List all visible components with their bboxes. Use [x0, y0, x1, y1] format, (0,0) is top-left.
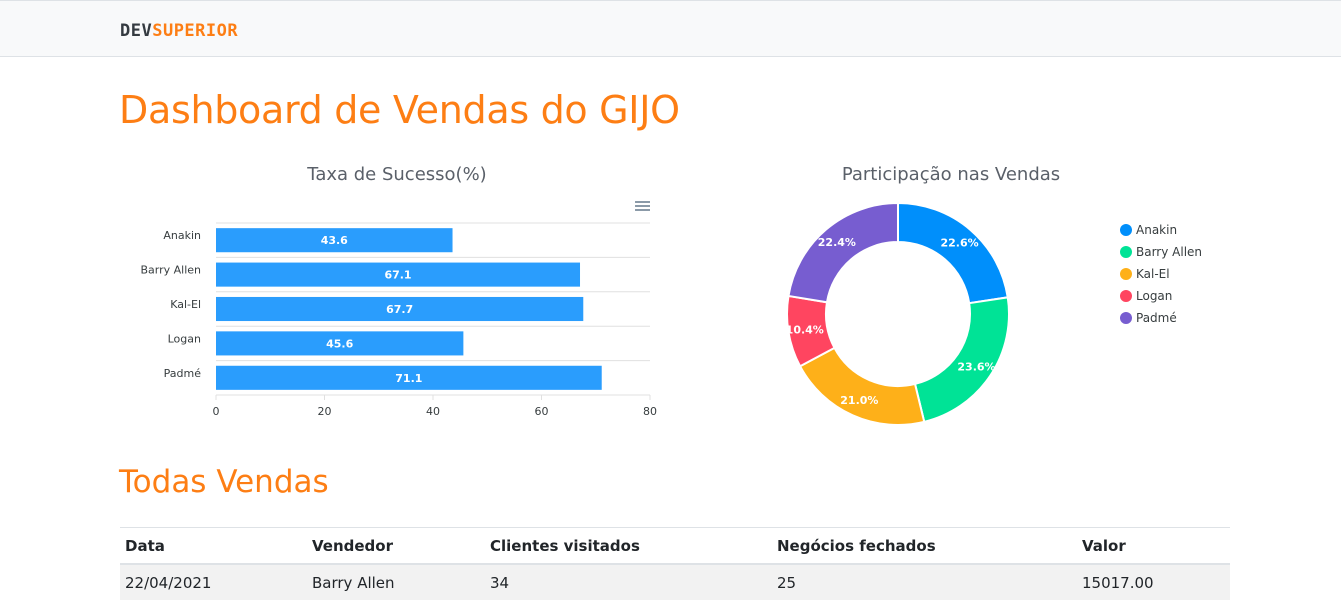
bar-data-label: 43.6	[321, 234, 348, 247]
slice-data-label: 10.4%	[786, 323, 824, 336]
slice-data-label: 22.6%	[941, 236, 979, 249]
bar-data-label: 67.1	[384, 269, 411, 282]
slice-data-label: 21.0%	[840, 394, 878, 407]
category-label: Kal-El	[170, 298, 201, 311]
legend-marker	[1120, 290, 1132, 302]
column-header-clients: Clientes visitados	[485, 527, 772, 565]
x-tick-label: 40	[426, 405, 440, 418]
donut-slice[interactable]	[798, 346, 926, 426]
bar[interactable]	[216, 331, 464, 356]
column-header-deals: Negócios fechados	[772, 527, 1077, 565]
bar-data-label: 67.7	[386, 303, 413, 316]
cell-date: 22/04/2021	[120, 563, 307, 600]
slice-data-label: 22.4%	[818, 236, 856, 249]
hamburger-menu-icon[interactable]	[631, 199, 653, 215]
legend-label: Padmé	[1136, 311, 1177, 325]
legend-item[interactable]: Anakin	[1120, 223, 1177, 237]
legend-marker	[1120, 312, 1132, 324]
column-header-date: Data	[120, 527, 307, 565]
cell-seller: Barry Allen	[307, 563, 485, 600]
legend-item[interactable]: Kal-El	[1120, 267, 1170, 281]
success-rate-chart: Taxa de Sucesso(%) Anakin 43.6 Barry Allen 6…	[120, 150, 680, 430]
table-header-row: Data Vendedor Clientes visitados Negócio…	[120, 527, 1230, 565]
bar[interactable]	[216, 296, 584, 322]
category-label: Padmé	[164, 367, 202, 380]
x-tick-label: 80	[643, 405, 657, 418]
category-label: Logan	[168, 332, 201, 345]
cell-deals: 25	[772, 563, 1077, 600]
cell-amount: 15017.00	[1077, 563, 1230, 600]
logo[interactable]: DEVSUPERIOR	[120, 21, 238, 41]
chart-title: Participação nas Vendas	[842, 164, 1060, 185]
legend-marker	[1120, 246, 1132, 258]
x-tick-label: 60	[535, 405, 549, 418]
bar-data-label: 45.6	[326, 337, 353, 350]
chart-title: Taxa de Sucesso(%)	[306, 164, 486, 185]
category-label: Anakin	[163, 229, 201, 242]
cell-clients: 34	[485, 563, 772, 600]
sales-share-svg: Participação nas Vendas 22.6% 23.6% 21.0% 10…	[786, 164, 1202, 426]
column-header-amount: Valor	[1077, 527, 1230, 565]
bar-data-label: 71.1	[395, 372, 422, 385]
column-header-seller: Vendedor	[307, 527, 485, 565]
navbar: DEVSUPERIOR	[0, 0, 1341, 57]
bar[interactable]	[216, 228, 453, 253]
slice-data-label: 23.6%	[957, 361, 995, 374]
legend-item[interactable]: Padmé	[1120, 311, 1177, 325]
page-title: Dashboard de Vendas do GIJO	[119, 88, 680, 132]
logo-dev: DEV	[120, 21, 153, 41]
bar[interactable]	[216, 262, 581, 287]
legend-label: Logan	[1136, 289, 1172, 303]
legend-label: Kal-El	[1136, 267, 1170, 281]
success-rate-svg: Taxa de Sucesso(%) Anakin 43.6 Barry Allen 6…	[140, 164, 657, 418]
legend-marker	[1120, 268, 1132, 280]
donut-slice[interactable]	[787, 201, 899, 304]
category-label: Barry Allen	[140, 264, 201, 277]
legend-item[interactable]: Barry Allen	[1120, 245, 1202, 259]
bar[interactable]	[216, 365, 602, 390]
legend-item[interactable]: Logan	[1120, 289, 1172, 303]
legend-label: Anakin	[1136, 223, 1177, 237]
sales-table: Data Vendedor Clientes visitados Negócio…	[120, 527, 1230, 600]
x-tick-label: 20	[318, 405, 332, 418]
logo-superior: SUPERIOR	[152, 21, 239, 41]
sales-share-chart: Participação nas Vendas 22.6% 23.6% 21.0% 10…	[700, 150, 1240, 440]
x-tick-label: 0	[213, 405, 220, 418]
donut-slice[interactable]	[913, 296, 1010, 424]
donut-slice[interactable]	[897, 201, 1009, 305]
legend-label: Barry Allen	[1136, 245, 1202, 259]
legend-marker	[1120, 224, 1132, 236]
sales-section-title: Todas Vendas	[119, 464, 329, 500]
table-row: 22/04/2021 Barry Allen 34 25 15017.00	[120, 563, 1230, 600]
